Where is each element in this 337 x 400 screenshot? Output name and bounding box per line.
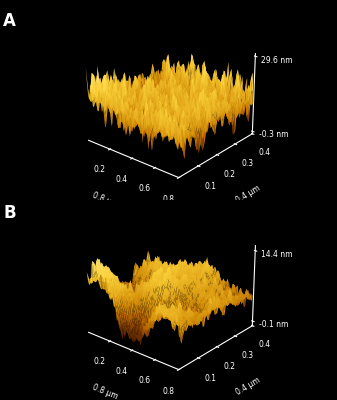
- X-axis label: 0.8 μm: 0.8 μm: [91, 383, 119, 400]
- Text: A: A: [3, 12, 16, 30]
- Y-axis label: 0.4 μm: 0.4 μm: [235, 375, 263, 397]
- Y-axis label: 0.4 μm: 0.4 μm: [235, 183, 263, 205]
- Text: B: B: [3, 204, 16, 222]
- X-axis label: 0.8 μm: 0.8 μm: [91, 191, 119, 210]
